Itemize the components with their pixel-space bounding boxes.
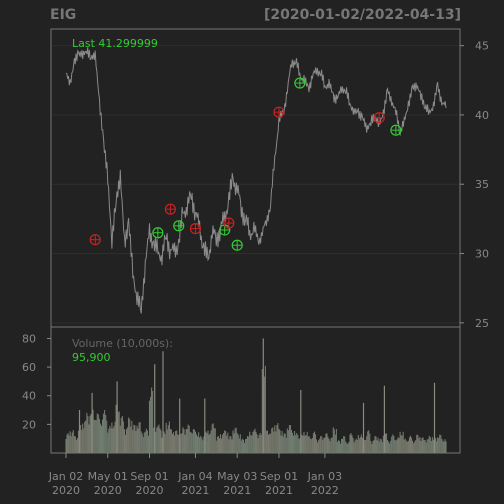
- volume-tick-label: 80: [22, 332, 36, 345]
- date-range: [2020-01-02/2022-04-13]: [264, 7, 461, 23]
- x-tick-label-date: May 01: [88, 470, 128, 483]
- volume-value: 95,900: [72, 351, 111, 364]
- price-line: [65, 47, 447, 314]
- x-tick-label-date: Jan 02: [48, 470, 83, 483]
- price-panel-frame: [50, 28, 461, 328]
- signal-marker: [89, 234, 101, 246]
- x-tick-label-year: 2022: [311, 484, 339, 497]
- signal-marker: [294, 77, 306, 89]
- signal-marker: [231, 239, 243, 251]
- volume-tick-label: 40: [22, 390, 36, 403]
- price-tick-label: 40: [475, 109, 489, 122]
- signal-marker: [273, 106, 285, 118]
- x-tick-label-date: Jan 04: [177, 470, 212, 483]
- signal-markers: [89, 77, 402, 251]
- volume-tick-label: 60: [22, 361, 36, 374]
- last-value-label: Last 41.299999: [72, 37, 158, 50]
- x-tick-label-year: 2021: [223, 484, 251, 497]
- x-tick-label-year: 2020: [94, 484, 122, 497]
- signal-marker: [173, 220, 185, 232]
- volume-tick-label: 20: [22, 418, 36, 431]
- volume-y-axis: 20 40 60 80: [22, 332, 51, 431]
- volume-label: Volume (10,000s):: [72, 337, 173, 350]
- price-tick-label: 25: [475, 317, 489, 330]
- x-tick-label-date: Sep 01: [260, 470, 298, 483]
- signal-marker: [390, 124, 402, 136]
- price-tick-label: 30: [475, 248, 489, 261]
- price-gridlines: [52, 45, 459, 324]
- x-tick-label-date: Jan 03: [307, 470, 342, 483]
- signal-marker: [164, 203, 176, 215]
- price-tick-label: 45: [475, 40, 489, 53]
- signal-marker: [189, 222, 202, 235]
- x-tick-label-year: 2020: [136, 484, 164, 497]
- price-y-axis: 25 30 35 40 45: [460, 40, 489, 330]
- x-tick-label-date: May 03: [217, 470, 257, 483]
- x-tick-label-date: Sep 01: [130, 470, 168, 483]
- x-tick-label-year: 2021: [265, 484, 293, 497]
- chart-title: EIG: [50, 7, 76, 23]
- price-series: [65, 47, 447, 314]
- volume-bars: [65, 338, 447, 453]
- signal-marker: [373, 112, 385, 124]
- signal-marker: [152, 227, 164, 239]
- price-tick-label: 35: [475, 178, 489, 191]
- signal-marker: [223, 217, 235, 229]
- x-tick-label-year: 2021: [181, 484, 209, 497]
- x-tick-label-year: 2020: [52, 484, 80, 497]
